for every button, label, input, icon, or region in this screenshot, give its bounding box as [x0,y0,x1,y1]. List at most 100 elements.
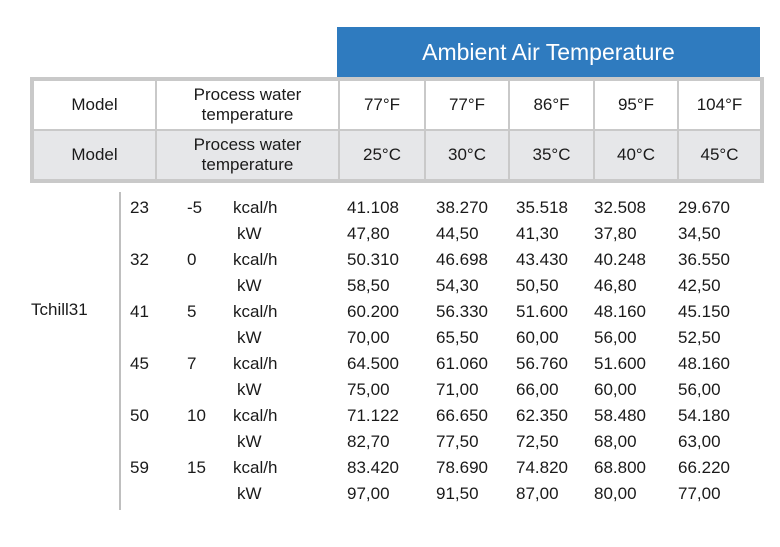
capacity-value: 68,00 [594,432,637,451]
divider [119,192,121,510]
header-table: Model Process water temperature 77°F 77°… [30,77,764,183]
unit: kcal/h [233,302,278,321]
table-row: 41 5 kcal/h 60.200 56.330 51.600 48.160 45.150 [0,299,780,325]
capacity-value: 56.760 [516,354,568,373]
header-row-celsius: Model Process water temperature 25°C 30°… [32,129,762,181]
table-row: kW 75,00 71,00 66,00 60,00 56,00 [0,377,780,403]
temp-header: 95°F [593,79,679,131]
capacity-value: 77,50 [436,432,479,451]
table-row: 32 0 kcal/h 50.310 46.698 43.430 40.248 36.550 [0,247,780,273]
table-row: kW 97,00 91,50 87,00 80,00 77,00 [0,481,780,507]
capacity-value: 35.518 [516,198,568,217]
water-temp-f: 50 [130,406,149,425]
table-row: kW 82,70 77,50 72,50 68,00 63,00 [0,429,780,455]
unit: kW [237,484,262,503]
capacity-value: 66.650 [436,406,488,425]
data-table-body: 23 -5 kcal/h 41.108 38.270 35.518 32.508 29.670… [0,195,780,507]
capacity-value: 70,00 [347,328,390,347]
unit: kcal/h [233,354,278,373]
table-row: 50 10 kcal/h 71.122 66.650 62.350 58.480 54.180 [0,403,780,429]
capacity-value: 50.310 [347,250,399,269]
capacity-value: 58.480 [594,406,646,425]
ambient-air-temperature-banner: Ambient Air Temperature [337,27,760,77]
model-header: Model [32,79,157,131]
table-row: 45 7 kcal/h 64.500 61.060 56.760 51.600 48.160 [0,351,780,377]
temp-header: 77°F [338,79,426,131]
table-row: 59 15 kcal/h 83.420 78.690 74.820 68.800 66.220 [0,455,780,481]
unit: kW [237,432,262,451]
capacity-value: 48.160 [678,354,730,373]
capacity-value: 75,00 [347,380,390,399]
temp-header: 77°F [424,79,510,131]
capacity-value: 47,80 [347,224,390,243]
unit: kW [237,328,262,347]
capacity-value: 64.500 [347,354,399,373]
capacity-value: 38.270 [436,198,488,217]
capacity-value: 46,80 [594,276,637,295]
water-temp-c: 15 [187,458,206,477]
header-row-fahrenheit: Model Process water temperature 77°F 77°… [32,79,762,131]
capacity-value: 50,50 [516,276,559,295]
capacity-value: 68.800 [594,458,646,477]
capacity-value: 41.108 [347,198,399,217]
table-row: kW 47,80 44,50 41,30 37,80 34,50 [0,221,780,247]
capacity-value: 60.200 [347,302,399,321]
capacity-value: 63,00 [678,432,721,451]
capacity-value: 97,00 [347,484,390,503]
capacity-value: 65,50 [436,328,479,347]
capacity-value: 66,00 [516,380,559,399]
capacity-value: 61.060 [436,354,488,373]
unit: kcal/h [233,198,278,217]
capacity-value: 52,50 [678,328,721,347]
process-water-header: Process water temperature [155,129,340,181]
capacity-value: 74.820 [516,458,568,477]
water-temp-c: -5 [187,198,203,217]
capacity-value: 46.698 [436,250,488,269]
capacity-value: 91,50 [436,484,479,503]
capacity-value: 71.122 [347,406,399,425]
unit: kcal/h [233,406,278,425]
model-name: Tchill31 [31,300,88,319]
temp-header: 104°F [677,79,762,131]
capacity-value: 51.600 [516,302,568,321]
capacity-value: 48.160 [594,302,646,321]
capacity-value: 60,00 [594,380,637,399]
capacity-value: 56.330 [436,302,488,321]
capacity-value: 58,50 [347,276,390,295]
water-temp-c: 10 [187,406,206,425]
capacity-value: 87,00 [516,484,559,503]
capacity-value: 44,50 [436,224,479,243]
capacity-value: 83.420 [347,458,399,477]
capacity-value: 60,00 [516,328,559,347]
temp-header: 30°C [424,129,510,181]
table-row: kW 58,50 54,30 50,50 46,80 42,50 [0,273,780,299]
capacity-value: 36.550 [678,250,730,269]
capacity-value: 71,00 [436,380,479,399]
temp-header: 45°C [677,129,762,181]
model-header: Model [32,129,157,181]
capacity-value: 29.670 [678,198,730,217]
capacity-value: 82,70 [347,432,390,451]
capacity-value: 78.690 [436,458,488,477]
water-temp-f: 59 [130,458,149,477]
water-temp-c: 7 [187,354,197,373]
unit: kW [237,276,262,295]
process-water-header: Process water temperature [155,79,340,131]
table-row: kW 70,00 65,50 60,00 56,00 52,50 [0,325,780,351]
capacity-value: 54.180 [678,406,730,425]
temp-header: 40°C [593,129,679,181]
unit: kcal/h [233,250,278,269]
capacity-value: 43.430 [516,250,568,269]
capacity-value: 51.600 [594,354,646,373]
capacity-value: 66.220 [678,458,730,477]
temp-header: 35°C [508,129,595,181]
temp-header: 25°C [338,129,426,181]
water-temp-f: 41 [130,302,149,321]
capacity-value: 40.248 [594,250,646,269]
table-row: 23 -5 kcal/h 41.108 38.270 35.518 32.508 29.670 [0,195,780,221]
capacity-value: 32.508 [594,198,646,217]
capacity-value: 42,50 [678,276,721,295]
capacity-value: 41,30 [516,224,559,243]
water-temp-c: 0 [187,250,197,269]
temp-header: 86°F [508,79,595,131]
